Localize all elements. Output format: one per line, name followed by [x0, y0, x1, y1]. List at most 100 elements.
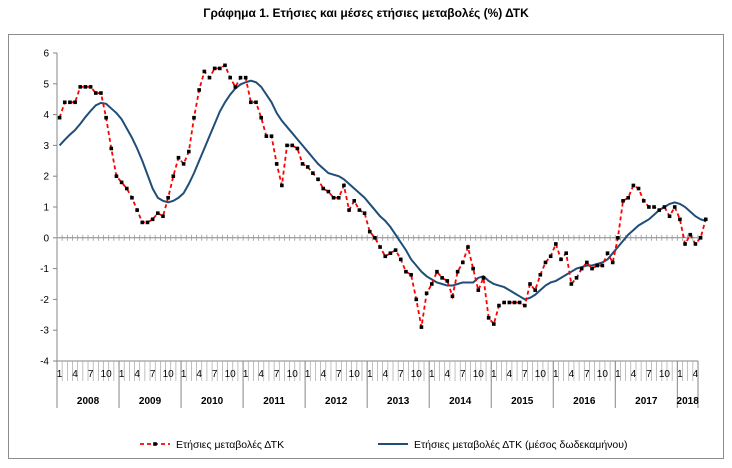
data-point-annual	[243, 75, 248, 80]
legend-annual-label: Ετήσιες μεταβολές ΔΤΚ	[176, 439, 284, 451]
data-point-annual	[99, 91, 103, 95]
data-point-annual	[610, 260, 615, 265]
data-point-annual	[336, 195, 341, 200]
x-tick-label: 10	[225, 369, 237, 380]
data-point-annual	[517, 300, 522, 305]
data-point-annual	[538, 272, 543, 277]
data-point-annual	[409, 272, 413, 277]
data-point-annual	[249, 100, 253, 105]
data-point-annual	[419, 325, 424, 329]
x-tick-label: 7	[460, 369, 466, 380]
data-point-annual	[119, 180, 124, 185]
data-point-annual	[554, 242, 558, 246]
data-point-annual	[564, 251, 568, 255]
data-point-annual	[429, 282, 434, 286]
y-tick-label: 5	[43, 79, 49, 90]
data-point-annual	[362, 211, 367, 215]
x-tick-label: 10	[659, 369, 671, 380]
x-tick-label: 4	[631, 369, 637, 380]
chart-area-border	[8, 34, 724, 459]
year-label: 2009	[139, 396, 162, 407]
x-tick-label: 7	[584, 369, 590, 380]
data-point-annual	[574, 276, 579, 280]
data-point-annual	[367, 229, 372, 234]
x-tick-label: 10	[535, 369, 547, 380]
x-tick-label: 10	[163, 369, 175, 380]
chart-title: Γράφημα 1. Ετήσιες και μέσες ετήσιες μετ…	[203, 6, 529, 20]
data-point-annual	[445, 279, 450, 283]
x-tick-label: 10	[473, 369, 485, 380]
data-point-annual	[424, 291, 429, 296]
data-point-annual	[693, 242, 698, 246]
legend-annual-marker	[153, 442, 157, 446]
data-point-annual	[197, 88, 201, 92]
data-point-annual	[207, 75, 212, 80]
x-tick-label: 10	[101, 369, 113, 380]
data-point-annual	[471, 266, 475, 271]
data-point-annual	[657, 208, 662, 212]
data-point-annual	[300, 162, 305, 166]
data-point-annual	[533, 288, 537, 292]
data-point-annual	[703, 217, 708, 222]
x-tick-label: 4	[507, 369, 513, 380]
year-label: 2012	[325, 396, 348, 407]
x-tick-label: 7	[646, 369, 652, 380]
data-point-annual	[83, 85, 88, 89]
data-point-annual	[269, 134, 274, 138]
data-point-annual	[135, 208, 139, 212]
data-point-annual	[93, 91, 98, 95]
x-tick-label: 4	[134, 369, 140, 380]
data-point-annual	[631, 183, 636, 188]
data-point-annual	[166, 195, 170, 200]
data-point-annual	[678, 217, 682, 222]
legend: Ετήσιες μεταβολές ΔΤΚ Ετήσιες μεταβολές …	[140, 439, 628, 451]
data-point-annual	[347, 208, 351, 212]
year-label: 2013	[387, 396, 410, 407]
x-tick-label: 7	[398, 369, 404, 380]
data-point-annual	[373, 236, 377, 240]
data-point-annual	[352, 199, 357, 203]
data-point-annual	[223, 63, 227, 68]
data-point-annual	[326, 189, 331, 194]
data-point-annual	[662, 205, 667, 209]
y-tick-label: -1	[40, 264, 49, 275]
data-point-annual	[523, 303, 527, 308]
data-point-annual	[548, 254, 553, 259]
data-point-annual	[88, 85, 93, 89]
year-label: 2008	[77, 396, 100, 407]
data-point-annual	[130, 195, 134, 200]
data-point-annual	[342, 183, 346, 188]
x-tick-label: 1	[57, 369, 63, 380]
data-point-annual	[218, 66, 222, 71]
data-point-annual	[124, 186, 129, 191]
x-tick-label: 1	[491, 369, 497, 380]
data-point-annual	[641, 199, 646, 203]
series-line-annual	[58, 64, 707, 328]
data-point-annual	[528, 282, 532, 286]
data-point-annual	[600, 263, 605, 268]
data-point-annual	[393, 248, 398, 252]
x-tick-label: 10	[349, 369, 361, 380]
data-point-annual	[114, 174, 119, 178]
legend-average-label: Ετήσιες μεταβολές ΔΤΚ (μέσος δωδεκαμήνου…	[414, 439, 628, 451]
x-tick-label: 1	[181, 369, 187, 380]
data-point-annual	[192, 115, 196, 120]
x-tick-label: 1	[119, 369, 125, 380]
data-point-annual	[450, 294, 455, 299]
data-point-annual	[569, 282, 574, 286]
year-label: 2017	[635, 396, 658, 407]
year-label: 2016	[573, 396, 596, 407]
x-tick-label: 4	[382, 369, 388, 380]
data-point-annual	[357, 208, 362, 212]
data-point-annual	[57, 115, 62, 120]
data-point-annual	[68, 100, 72, 105]
data-point-annual	[590, 266, 594, 271]
data-point-annual	[254, 100, 258, 105]
x-tick-label: 10	[411, 369, 423, 380]
x-tick-label: 7	[522, 369, 528, 380]
x-tick-label: 7	[336, 369, 342, 380]
y-tick-label: 2	[43, 172, 49, 183]
year-label: 2011	[263, 396, 285, 407]
data-point-annual	[280, 183, 284, 188]
